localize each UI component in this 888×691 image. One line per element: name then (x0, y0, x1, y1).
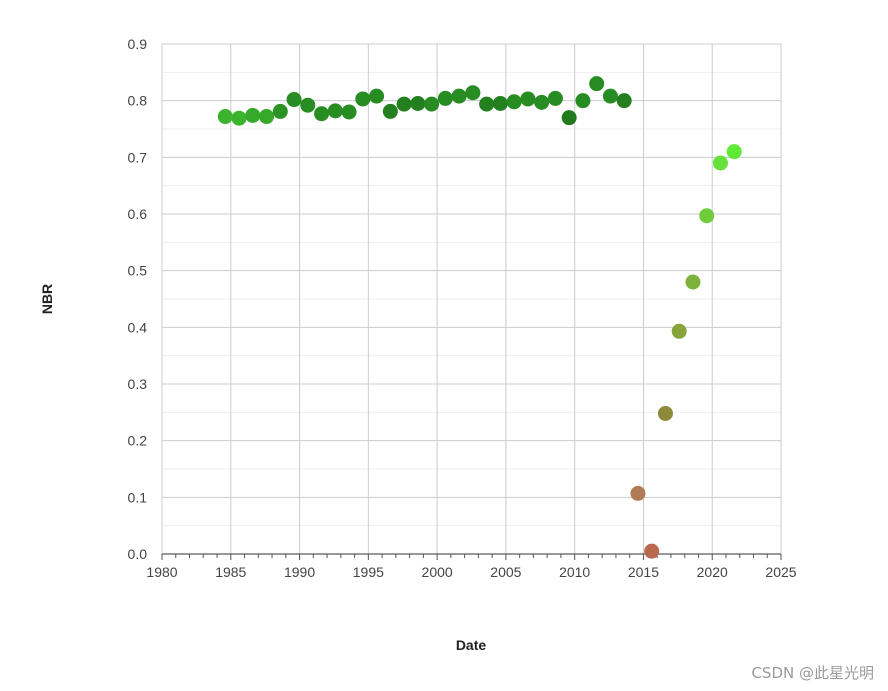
data-point (300, 97, 316, 113)
data-point (286, 92, 302, 108)
data-point (410, 96, 426, 111)
major-gridlines (161, 43, 782, 555)
data-point (520, 91, 536, 107)
y-tick-label: 0.0 (128, 546, 148, 562)
x-tick-label: 2005 (490, 564, 521, 580)
x-tick-label: 2015 (628, 564, 659, 580)
data-point (506, 94, 522, 110)
y-axis-title: NBR (39, 284, 55, 314)
data-point (382, 103, 398, 119)
data-point (451, 88, 467, 104)
y-tick-label: 0.3 (128, 376, 148, 392)
data-point (479, 96, 495, 112)
y-tick-label: 0.6 (128, 206, 148, 222)
x-tick-label: 1980 (146, 564, 177, 580)
data-point (369, 88, 385, 104)
y-tick-label: 0.2 (128, 433, 148, 449)
data-point (396, 96, 412, 112)
data-point (657, 405, 673, 421)
data-point (465, 85, 481, 101)
data-point (561, 110, 577, 126)
data-point (699, 208, 715, 224)
data-point (630, 485, 646, 501)
data-point (671, 323, 687, 339)
data-point (644, 543, 660, 559)
x-tick-label: 1990 (284, 564, 315, 580)
data-point (534, 94, 550, 110)
y-tick-label: 0.1 (128, 489, 148, 505)
x-tick-label: 2025 (765, 564, 796, 580)
x-tick-label: 1995 (353, 564, 384, 580)
data-point (589, 76, 605, 92)
data-point (355, 91, 371, 107)
y-tick-label: 0.5 (128, 263, 148, 279)
data-point (245, 107, 261, 123)
y-tick-label: 0.9 (128, 36, 148, 52)
data-point (327, 103, 343, 119)
data-point (575, 93, 591, 109)
axis-ticks (161, 554, 782, 560)
data-point (341, 104, 357, 120)
data-point (712, 155, 728, 171)
data-point (314, 106, 330, 122)
data-point (726, 144, 742, 160)
x-tick-label: 2000 (422, 564, 453, 580)
data-point (616, 93, 632, 109)
y-tick-label: 0.4 (128, 319, 148, 335)
data-point (259, 109, 275, 125)
x-axis-title: Date (456, 637, 487, 653)
data-point (547, 90, 563, 106)
data-point (217, 109, 233, 125)
x-tick-label: 2010 (559, 564, 590, 580)
x-tick-label: 2020 (697, 564, 728, 580)
x-tick-label: 1985 (215, 564, 246, 580)
data-point (437, 90, 453, 106)
data-point (685, 274, 701, 290)
data-point (492, 96, 508, 111)
data-point (602, 88, 618, 104)
watermark-text: CSDN @此星光明 (751, 664, 874, 682)
data-point (424, 96, 440, 112)
y-tick-label: 0.8 (128, 93, 148, 109)
y-tick-label: 0.7 (128, 149, 148, 165)
data-point (272, 103, 288, 119)
data-points (217, 76, 742, 559)
minor-gridlines (162, 71, 781, 527)
x-tick-labels: 1980 1985 1990 1995 2000 2005 2010 2015 2020 2025 (146, 564, 796, 580)
y-tick-labels: 0.0 0.1 0.2 0.3 0.4 0.5 0.6 0.7 0.8 0.9 (128, 36, 148, 562)
data-point (231, 110, 247, 126)
